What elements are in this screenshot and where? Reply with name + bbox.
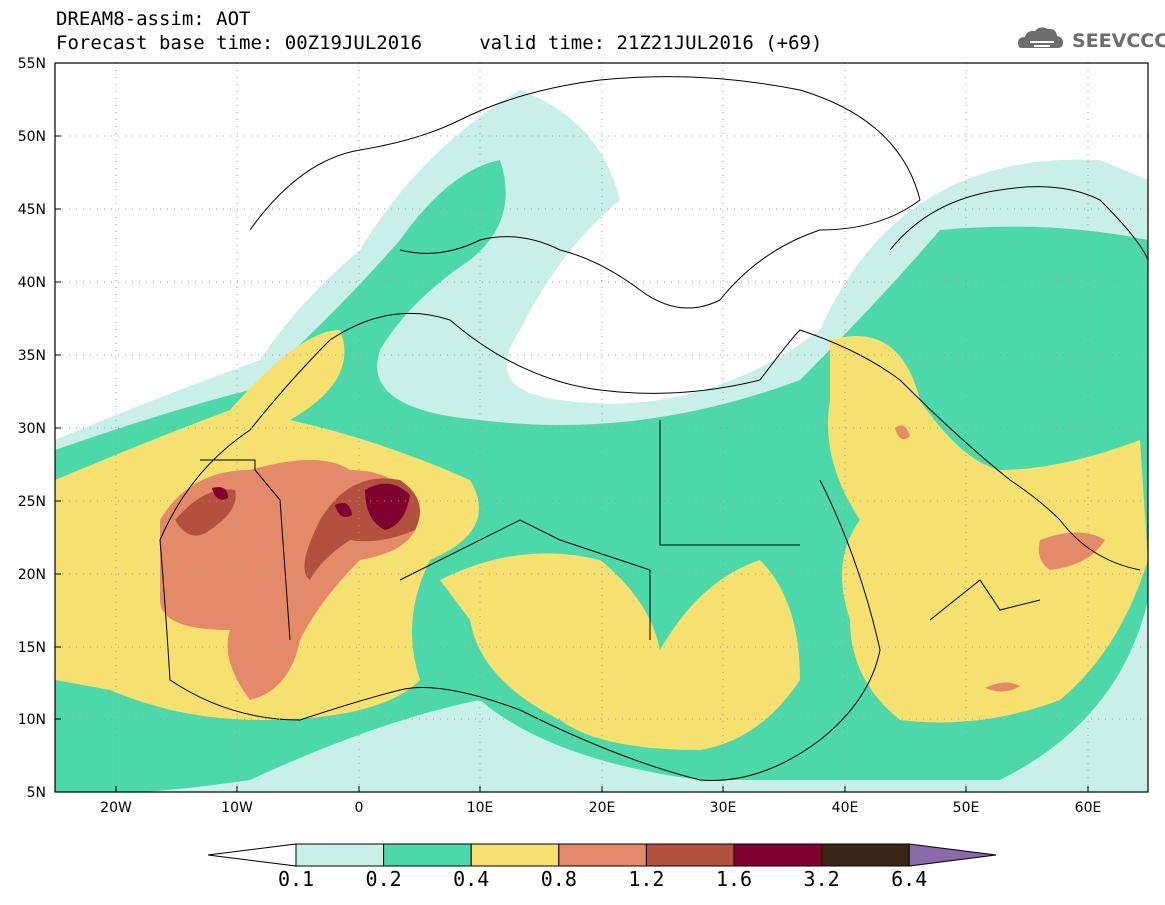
legend-label: 1.6 — [716, 867, 752, 891]
legend-swatch — [558, 843, 647, 867]
lat-label: 40N — [18, 275, 46, 291]
logo-text: SEEVCCC — [1072, 30, 1165, 52]
legend-swatch — [295, 843, 385, 867]
legend-arrow-high — [908, 843, 997, 867]
legend-label: 1.2 — [628, 867, 664, 891]
lat-label: 55N — [18, 56, 46, 72]
cloud-icon — [1018, 27, 1063, 48]
legend-label: 0.8 — [541, 867, 577, 891]
lon-label: 0 — [355, 800, 364, 816]
lat-label: 50N — [18, 129, 46, 145]
lat-label: 35N — [18, 348, 46, 364]
legend-label: 3.2 — [804, 867, 840, 891]
legend-label: 0.4 — [453, 867, 489, 891]
lat-label: 5N — [27, 785, 46, 801]
legend-arrow-low — [207, 843, 297, 867]
lon-label: 10E — [467, 800, 494, 816]
forecast-times: Forecast base time: 00Z19JUL2016 valid t… — [56, 32, 823, 54]
lon-label: 50E — [953, 800, 980, 816]
legend-swatch — [733, 843, 823, 867]
lon-label: 20E — [589, 800, 616, 816]
legend-label: 0.2 — [366, 867, 402, 891]
lat-label: 20N — [18, 567, 46, 583]
lat-label: 25N — [18, 494, 46, 510]
lon-label: 30E — [710, 800, 737, 816]
legend-swatch — [821, 843, 910, 867]
lon-label: 60E — [1075, 800, 1102, 816]
lat-label: 15N — [18, 640, 46, 656]
legend-swatch — [383, 843, 472, 867]
lon-label: 20W — [100, 800, 132, 816]
lat-label: 30N — [18, 421, 46, 437]
legend-label: 6.4 — [891, 867, 927, 891]
axis-ticks — [55, 62, 1089, 793]
lon-label: 40E — [832, 800, 859, 816]
legend-label: 0.1 — [278, 867, 314, 891]
lat-label: 45N — [18, 202, 46, 218]
lat-label: 10N — [18, 712, 46, 728]
legend-swatch — [645, 843, 735, 867]
legend-swatch — [470, 843, 560, 867]
grid-lines — [55, 63, 1148, 792]
coastlines — [159, 76, 1148, 781]
map-title: DREAM8-assim: AOT — [56, 8, 251, 30]
lon-label: 10W — [221, 800, 253, 816]
